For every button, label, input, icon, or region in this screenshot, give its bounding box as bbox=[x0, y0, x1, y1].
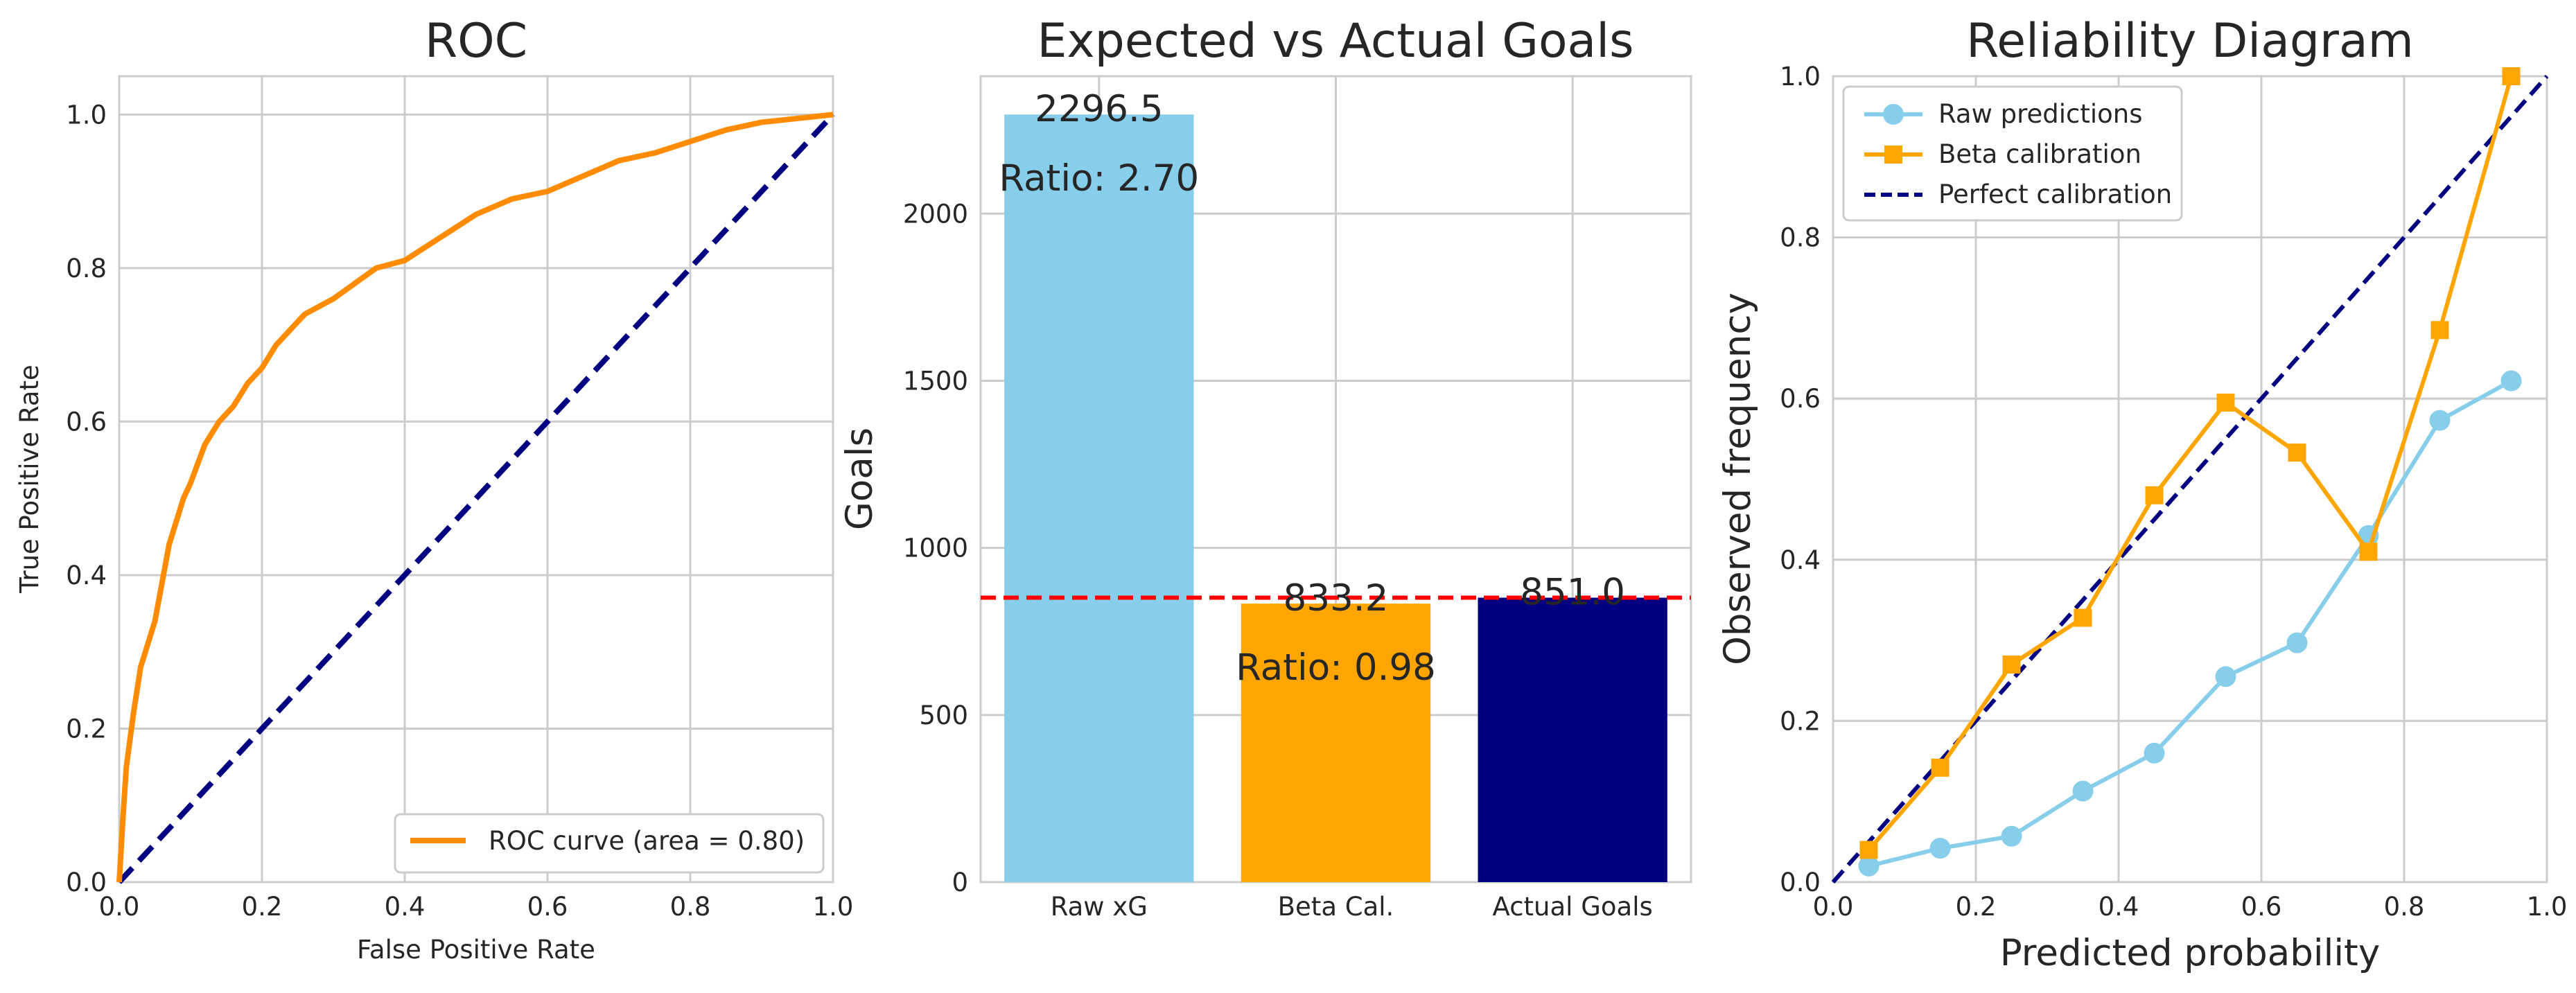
roc-tick-labels: 0.0 0.2 0.4 0.6 0.8 1.0 0.0 0.2 0.4 0.6 0.8 1.0 bbox=[66, 100, 853, 922]
raw-predictions-point bbox=[2429, 410, 2451, 431]
beta-calibration-point bbox=[2216, 394, 2235, 412]
reliability-x-tick-label: 0.2 bbox=[1956, 892, 1997, 922]
roc-y-tick-label: 0.4 bbox=[66, 561, 107, 590]
reliability-x-tick-label: 1.0 bbox=[2527, 892, 2568, 922]
reliability-series-layer bbox=[1831, 67, 2549, 884]
beta-calibration-point bbox=[2002, 655, 2021, 674]
goals-bar bbox=[1478, 597, 1667, 882]
goals-y-tick-label: 2000 bbox=[903, 199, 968, 229]
roc-y-tick-label: 0.8 bbox=[66, 254, 107, 283]
goals-tick-labels: 0 500 1000 1500 2000 Raw xG Beta Cal. Actual Go… bbox=[903, 199, 1653, 922]
reliability-y-tick-label: 1.0 bbox=[1780, 62, 1821, 91]
goals-bar-value-label: 851.0 bbox=[1520, 572, 1625, 614]
raw-predictions-point bbox=[2215, 666, 2236, 687]
beta-calibration-point bbox=[2288, 443, 2306, 462]
beta-calibration-point bbox=[2145, 486, 2164, 504]
goals-y-tick-label: 1500 bbox=[903, 366, 968, 396]
goals-y-tick-label: 1000 bbox=[903, 534, 968, 563]
goals-x-tick-label: Actual Goals bbox=[1493, 892, 1653, 922]
roc-y-tick-label: 1.0 bbox=[66, 100, 107, 130]
goals-y-tick-label: 0 bbox=[952, 868, 968, 897]
reliability-legend-swatches bbox=[1864, 104, 1922, 197]
beta-calibration-point bbox=[2074, 608, 2092, 627]
reliability-legend: Raw predictions Beta calibration Perfect… bbox=[1842, 85, 2183, 222]
roc-x-tick-label: 1.0 bbox=[813, 892, 854, 922]
roc-panel: 0.0 0.2 0.4 0.6 0.8 1.0 0.0 0.2 0.4 0.6 0.8 1.0 ROC… bbox=[15, 14, 853, 965]
roc-y-tick-label: 0.6 bbox=[66, 407, 107, 437]
roc-series-layer bbox=[116, 112, 835, 884]
raw-predictions-point bbox=[1858, 855, 1880, 877]
reliability-x-tick-label: 0.8 bbox=[2384, 892, 2425, 922]
reliability-plot-frame bbox=[1832, 75, 2548, 884]
reliability-legend-box bbox=[1842, 85, 2183, 222]
goals-y-axis-label: Goals bbox=[839, 428, 881, 530]
beta-calibration-point bbox=[2430, 321, 2449, 340]
roc-curve-line bbox=[116, 112, 834, 883]
roc-x-axis-label: False Positive Rate bbox=[357, 935, 595, 965]
goals-ratio-label: Ratio: 2.70 bbox=[999, 157, 1199, 200]
beta-calibration-point bbox=[2502, 67, 2521, 85]
roc-y-axis-label: True Positive Rate bbox=[15, 364, 44, 594]
reliability-x-tick-label: 0.4 bbox=[2099, 892, 2139, 922]
reliability-tick-labels: 0.0 0.2 0.4 0.6 0.8 1.0 0.0 0.2 0.4 0.6 0.8 1.0 bbox=[1780, 62, 2567, 922]
reliability-x-axis-label: Predicted probability bbox=[2000, 932, 2380, 974]
roc-x-tick-label: 0.2 bbox=[242, 892, 283, 922]
raw-predictions-point bbox=[2001, 825, 2022, 847]
goals-panel: 2296.5 833.2 851.0 Ratio: 2.70 Ratio: 0.98 0… bbox=[839, 14, 1692, 922]
roc-plot-frame bbox=[118, 75, 834, 884]
roc-x-tick-label: 0.8 bbox=[670, 892, 711, 922]
roc-x-tick-label: 0.4 bbox=[385, 892, 426, 922]
goals-bar-value-label: 2296.5 bbox=[1035, 88, 1163, 130]
reliability-y-tick-label: 0.2 bbox=[1780, 706, 1821, 736]
raw-predictions-line bbox=[1868, 378, 2512, 868]
goals-x-tick-label: Raw xG bbox=[1051, 892, 1148, 922]
goals-bars-layer bbox=[981, 114, 1691, 882]
raw-predictions-point bbox=[2500, 370, 2522, 392]
raw-predictions-point bbox=[2072, 780, 2094, 802]
reliability-y-axis-label: Observed frequency bbox=[1717, 292, 1759, 665]
reliability-y-tick-label: 0.4 bbox=[1780, 545, 1821, 575]
perfect-calibration-line bbox=[1831, 75, 2549, 884]
beta-calibration-point bbox=[2359, 543, 2378, 561]
roc-chance-line bbox=[117, 112, 835, 884]
reliability-title: Reliability Diagram bbox=[1966, 14, 2414, 69]
beta-calibration-point bbox=[1931, 758, 1949, 777]
goals-x-tick-label: Beta Cal. bbox=[1278, 892, 1394, 922]
goals-bar-value-label: 833.2 bbox=[1283, 577, 1389, 619]
roc-x-tick-label: 0.6 bbox=[527, 892, 568, 922]
roc-y-tick-label: 0.2 bbox=[66, 714, 107, 744]
reliability-y-tick-label: 0.0 bbox=[1780, 868, 1821, 897]
goals-bar bbox=[1241, 604, 1431, 882]
goals-title: Expected vs Actual Goals bbox=[1037, 14, 1633, 69]
reliability-x-tick-label: 0.0 bbox=[1813, 892, 1854, 922]
roc-grid bbox=[118, 76, 834, 884]
goals-ratio-label: Ratio: 0.98 bbox=[1236, 647, 1436, 689]
legend-label-raw: Raw predictions bbox=[1938, 99, 2143, 129]
legend-label-perfect: Perfect calibration bbox=[1938, 179, 2172, 209]
roc-legend-label: ROC curve (area = 0.80) bbox=[489, 826, 805, 856]
raw-predictions-point bbox=[2144, 742, 2165, 764]
roc-legend: ROC curve (area = 0.80) bbox=[394, 813, 825, 874]
legend-label-beta: Beta calibration bbox=[1938, 139, 2141, 169]
roc-y-tick-label: 0.0 bbox=[66, 868, 107, 897]
roc-title: ROC bbox=[425, 14, 527, 69]
reliability-y-tick-label: 0.6 bbox=[1780, 384, 1821, 414]
goals-y-tick-label: 500 bbox=[919, 701, 968, 730]
reliability-panel: 0.0 0.2 0.4 0.6 0.8 1.0 0.0 0.2 0.4 0.6 0.8 1.0 Rel… bbox=[1717, 14, 2567, 974]
goals-bar bbox=[1004, 114, 1194, 882]
beta-calibration-point bbox=[1859, 841, 1878, 859]
reliability-y-tick-label: 0.8 bbox=[1780, 223, 1821, 253]
roc-x-tick-label: 0.0 bbox=[99, 892, 140, 922]
beta-calibration-line bbox=[1867, 76, 2514, 852]
goals-bar-labels: 2296.5 833.2 851.0 Ratio: 2.70 Ratio: 0.98 bbox=[999, 88, 1625, 689]
raw-predictions-point bbox=[2286, 632, 2308, 653]
legend-swatch-marker bbox=[1883, 104, 1904, 125]
raw-predictions-point bbox=[1929, 838, 1951, 859]
reliability-x-tick-label: 0.6 bbox=[2241, 892, 2282, 922]
roc-legend-box bbox=[394, 813, 825, 874]
legend-swatch-marker bbox=[1884, 146, 1902, 164]
